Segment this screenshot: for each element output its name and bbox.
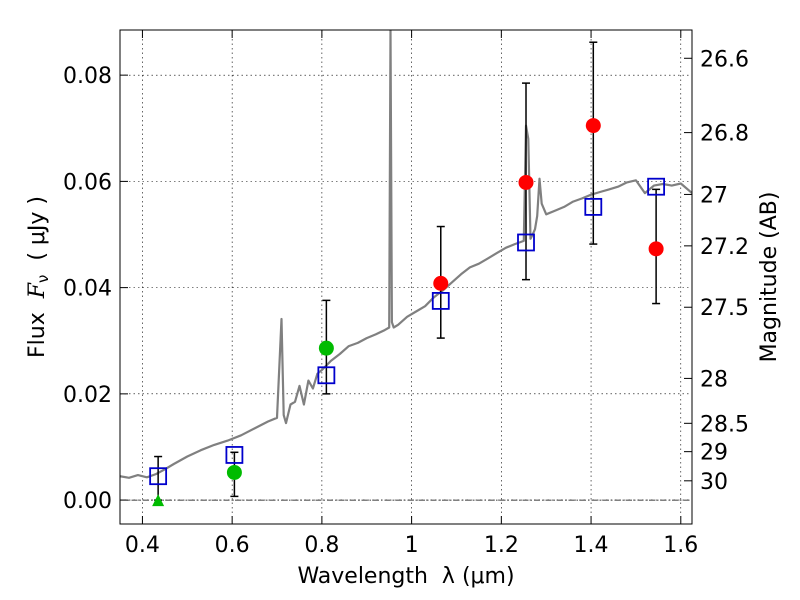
model-spectrum-line [120,30,692,479]
y-tick-label: 0.00 [63,489,112,514]
x-tick-label: 1.6 [663,533,698,558]
magnitude-axis-label: Magnitude (AB) [757,192,782,363]
magnitude-tick-label: 28.5 [700,412,749,437]
y-axis-label-units: ( μJy ) [25,196,50,275]
y-tick-label: 0.08 [63,64,112,89]
detection-point-red [585,118,601,134]
detection-point-green [226,464,242,480]
magnitude-tick-label: 27.2 [700,235,749,260]
y-axis-label-main: Flux [25,298,50,358]
model-photometry-square [431,292,450,310]
y-axis-label-var: F [25,282,50,299]
magnitude-axis-ticks: 26.6 26.8 27 27.2 27.5 28 28.5 29 30 [684,47,749,495]
model-photometry-square [225,446,244,464]
y-tick-label: 0.02 [63,383,112,408]
magnitude-tick-label: 27 [700,183,728,208]
model-photometry-square [584,197,603,216]
y-tick-label: 0.04 [63,277,112,302]
y-axis-ticks: 0.00 0.02 0.04 0.06 0.08 [63,64,128,514]
magnitude-tick-label: 27.5 [700,296,749,321]
magnitude-tick-label: 30 [700,470,728,495]
y-axis-label: Flux Fν ( μJy ) [25,196,52,358]
model-photometry-square [517,233,535,252]
x-tick-label: 1 [405,533,419,558]
x-tick-label: 0.4 [125,533,160,558]
model-photometry-square [647,177,666,196]
x-tick-label: 0.6 [215,533,250,558]
detection-point-red [433,275,449,291]
magnitude-tick-label: 28 [700,367,728,392]
magnitude-tick-label: 29 [700,441,728,466]
x-axis-ticks: 0.4 0.6 0.8 1 1.2 1.4 1.6 [125,30,698,558]
x-tick-label: 1.2 [484,533,519,558]
magnitude-tick-label: 26.8 [700,122,749,147]
detection-point-green [318,340,334,356]
model-photometry-square [317,366,336,385]
detection-point-red [648,241,664,257]
plot-area [120,30,692,524]
x-tick-label: 0.8 [304,533,339,558]
model-spectrum-layer [120,30,692,479]
x-tick-label: 1.4 [574,533,609,558]
detection-point-red [518,174,534,190]
plot-frame [119,29,693,525]
magnitude-tick-label: 26.6 [700,47,749,72]
model-photometry-square [149,467,168,486]
upper-limit-marker [152,494,165,507]
marker-layer [149,118,666,507]
y-tick-label: 0.06 [63,170,112,195]
x-axis-label: Wavelength λ (μm) [297,564,514,589]
y-axis-label-sub: ν [34,275,52,283]
